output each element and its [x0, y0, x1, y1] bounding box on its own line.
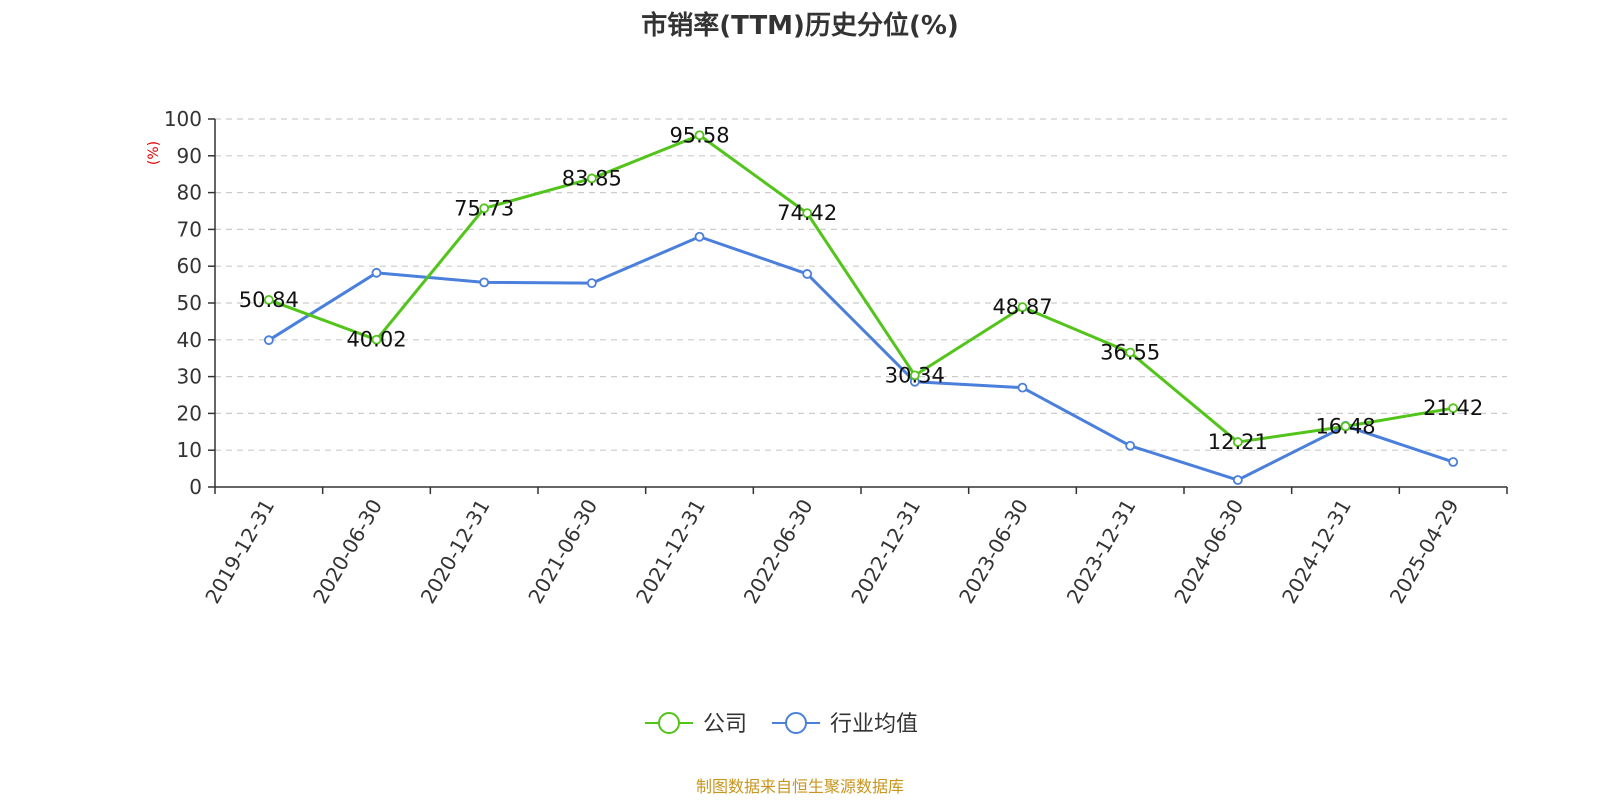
data-point — [802, 269, 813, 279]
x-tick-label: 2025-04-29 — [1385, 495, 1464, 608]
data-point — [1232, 437, 1243, 447]
data-point — [1448, 457, 1459, 467]
legend-label: 行业均值 — [830, 712, 918, 737]
series-line-0 — [268, 133, 1454, 444]
data-label: 36.55 — [1100, 340, 1160, 364]
data-point — [586, 173, 597, 184]
y-tick-label: 90 — [177, 144, 202, 168]
data-point — [586, 278, 597, 289]
y-tick-label: 0 — [189, 475, 202, 499]
data-point — [479, 277, 490, 288]
data-point — [263, 295, 274, 305]
legend-item-1[interactable]: 行业均值 — [772, 712, 918, 737]
legend-item-0[interactable]: 公司 — [645, 712, 747, 737]
data-point — [1125, 440, 1136, 451]
data-label: 12.21 — [1208, 430, 1268, 454]
data-point — [909, 370, 920, 381]
y-axis-unit: (%) — [146, 141, 162, 165]
x-tick-label: 2021-12-31 — [631, 495, 710, 608]
x-tick-label: 2022-06-30 — [739, 495, 818, 608]
data-label: 40.02 — [346, 328, 406, 352]
data-labels: 50.84 40.02 75.73 83.85 95.58 74.42 30.34 48.87… — [239, 123, 1483, 454]
data-point — [263, 335, 274, 346]
y-tick-label: 10 — [177, 438, 202, 462]
legend-marker — [785, 712, 807, 734]
x-tick-label: 2024-06-30 — [1169, 495, 1248, 608]
y-tick-label: 30 — [177, 365, 202, 389]
data-point — [479, 203, 490, 214]
data-point — [371, 267, 382, 278]
y-tick-label: 80 — [177, 181, 202, 205]
data-label: 30.34 — [885, 363, 945, 387]
data-point — [1017, 382, 1028, 393]
legend-marker — [658, 712, 680, 734]
x-tick-label: 2020-06-30 — [308, 495, 387, 608]
x-tick-label: 2022-12-31 — [846, 495, 925, 608]
legend-label: 公司 — [703, 712, 747, 737]
gridlines — [215, 118, 1507, 451]
data-point — [1448, 403, 1459, 414]
data-point — [1340, 421, 1351, 432]
data-point — [802, 208, 813, 219]
y-tick-label: 50 — [177, 291, 202, 315]
data-label: 16.48 — [1315, 414, 1375, 438]
data-point — [1232, 475, 1243, 485]
data-label: 48.87 — [992, 295, 1052, 319]
x-tick-label: 2024-12-31 — [1277, 495, 1356, 608]
y-tick-label: 20 — [177, 401, 202, 425]
data-label: 21.42 — [1423, 396, 1483, 420]
data-label: 83.85 — [562, 166, 622, 190]
data-point — [694, 130, 705, 141]
data-point — [371, 334, 382, 345]
x-tick-label: 2023-06-30 — [954, 495, 1033, 608]
data-label: 74.42 — [777, 201, 837, 225]
data-label: 75.73 — [454, 196, 514, 220]
data-label: 50.84 — [239, 288, 299, 312]
data-point — [1017, 302, 1028, 313]
y-tick-label: 40 — [177, 328, 202, 352]
x-tick-label: 2019-12-31 — [200, 495, 279, 608]
source-note: 制图数据来自恒生聚源数据库 — [696, 777, 904, 796]
series-lines — [263, 130, 1459, 485]
axes: 0 10 20 30 40 50 60 70 80 90 100 2019-12-31 2020-06-… — [164, 107, 1508, 608]
legend[interactable]: 公司 行业均值 — [645, 712, 918, 737]
x-tick-label: 2020-12-31 — [416, 495, 495, 608]
data-point — [1125, 347, 1136, 358]
x-tick-label: 2023-12-31 — [1062, 495, 1141, 608]
y-tick-label: 60 — [177, 254, 202, 278]
y-tick-label: 70 — [177, 217, 202, 241]
y-tick-label: 100 — [164, 107, 202, 131]
x-tick-label: 2021-06-30 — [523, 495, 602, 608]
series-line-1 — [268, 235, 1454, 482]
chart-title: 市销率(TTM)历史分位(%) — [641, 10, 959, 41]
data-point — [694, 231, 705, 242]
data-label: 95.58 — [669, 123, 729, 147]
